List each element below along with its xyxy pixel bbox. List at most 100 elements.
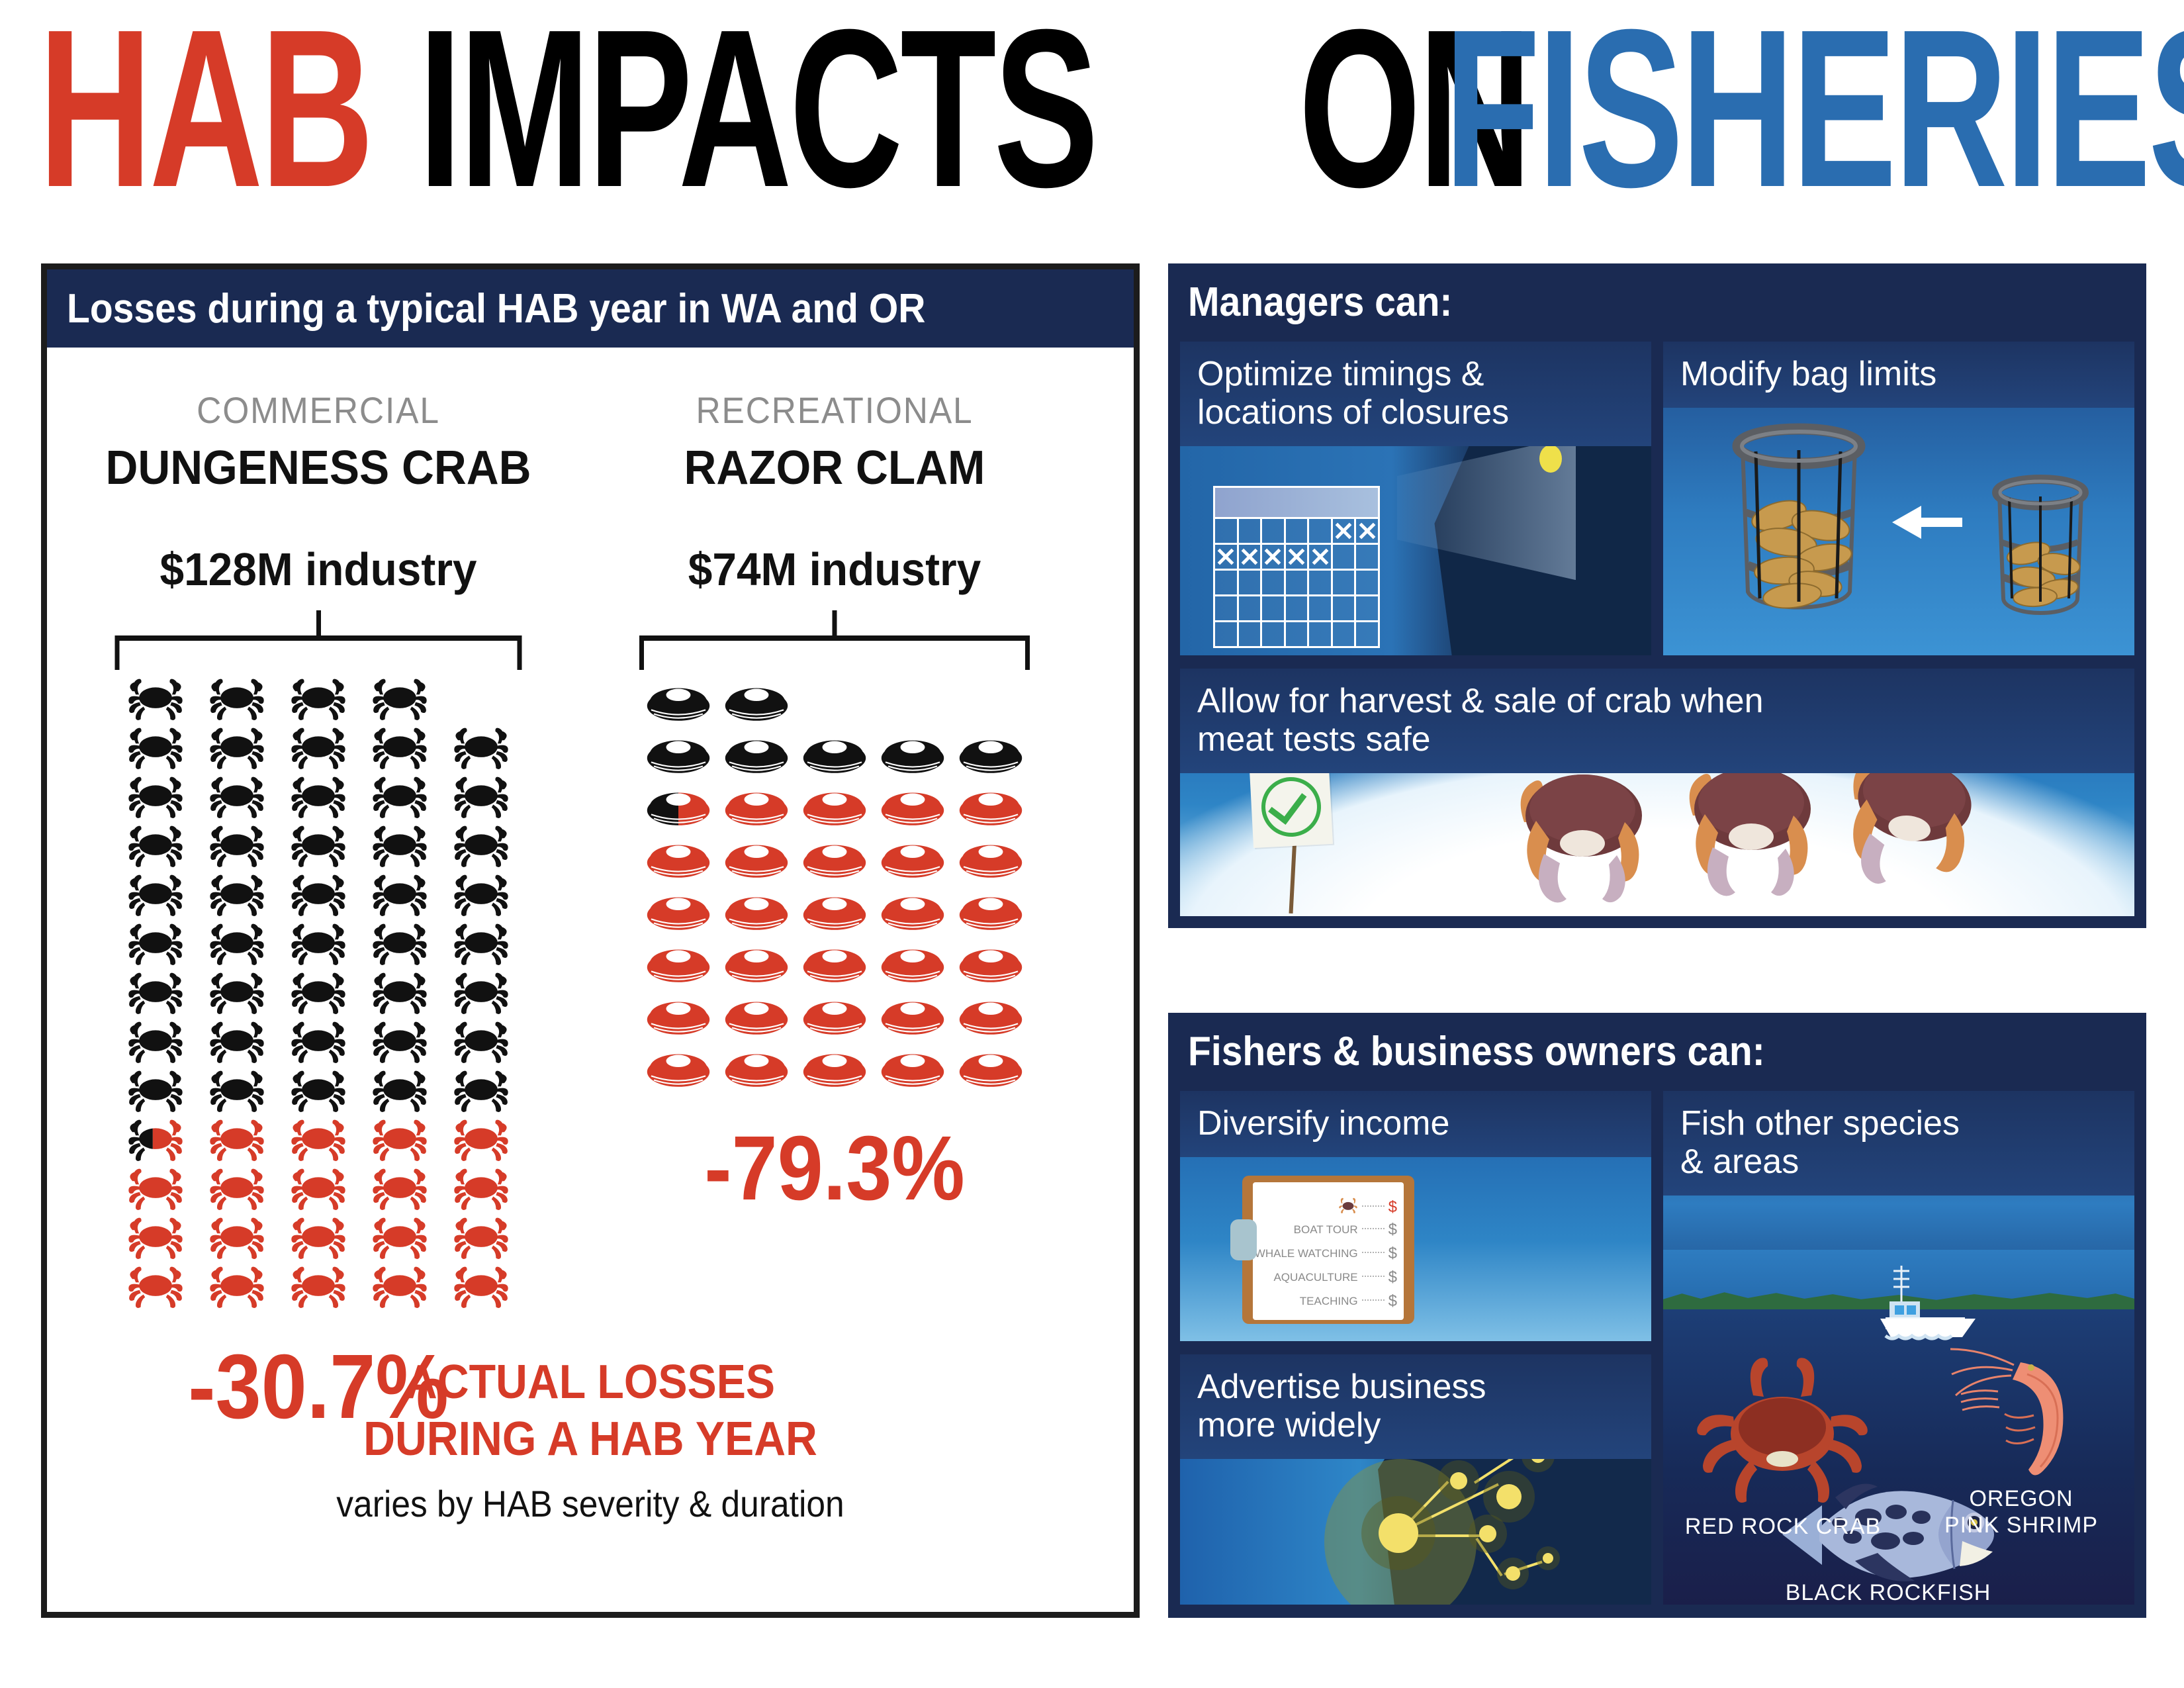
clipboard-line: AQUACULTURE $ (1273, 1268, 1397, 1287)
calendar-cell[interactable] (1332, 519, 1357, 545)
calendar-cell[interactable] (1285, 596, 1310, 622)
managers-panel-title: Managers can: (1188, 279, 1453, 325)
calendar-cell[interactable] (1285, 519, 1310, 545)
calendar-cell[interactable] (1309, 622, 1333, 646)
calendar-cell[interactable] (1356, 545, 1379, 571)
pictogram-cell (441, 1262, 522, 1311)
pictogram-cell (278, 1262, 359, 1311)
calendar-cell[interactable] (1215, 545, 1239, 571)
calendar-cell[interactable] (1356, 571, 1379, 596)
pictogram-cell (796, 726, 874, 778)
calendar-cell[interactable] (1332, 596, 1357, 622)
calendar-cell[interactable] (1262, 622, 1286, 646)
calendar-cell[interactable] (1215, 596, 1239, 622)
calendar-cell[interactable] (1285, 545, 1310, 571)
calendar-cell[interactable] (1332, 571, 1357, 596)
calendar-cell[interactable] (1215, 519, 1239, 545)
calendar-cell[interactable] (1356, 519, 1379, 545)
pictogram-cell (359, 1262, 441, 1311)
pictogram-cell (952, 726, 1030, 778)
pictogram-cell (441, 1213, 522, 1262)
card-optimize-closures[interactable]: Optimize timings & locations of closures (1180, 342, 1651, 655)
calendar-cell[interactable] (1238, 596, 1263, 622)
calendar-row (1215, 519, 1379, 545)
calendar-cell[interactable] (1309, 545, 1333, 571)
pictogram-cell (441, 1066, 522, 1115)
card-optimize-caption: Optimize timings & locations of closures (1180, 342, 1651, 446)
losses-panel-body: COMMERCIAL DUNGENESS CRAB $128M industry (47, 348, 1134, 1612)
calendar-cell[interactable] (1332, 622, 1357, 646)
calendar-cell[interactable] (1309, 519, 1333, 545)
pictogram-cell (796, 778, 874, 831)
calendar-cell[interactable] (1238, 622, 1263, 646)
calendar-cell[interactable] (1356, 596, 1379, 622)
pictogram-cell (278, 919, 359, 968)
pictogram-cell (717, 935, 796, 988)
pictogram-cell (278, 968, 359, 1017)
pictogram-cell (197, 821, 278, 870)
calendar-cell[interactable] (1262, 545, 1286, 571)
clam-bracket (576, 610, 1093, 670)
card-allow-harvest[interactable]: Allow for harvest & sale of crab when mea… (1180, 669, 2134, 916)
pictogram-cell (197, 674, 278, 723)
pictogram-cell (441, 1164, 522, 1213)
calendar-cell[interactable] (1215, 571, 1239, 596)
calendar-cell[interactable] (1309, 571, 1333, 596)
network-node (1496, 1484, 1522, 1509)
card-advertise-business[interactable]: Advertise business more widely (1180, 1354, 1651, 1605)
pictogram-cell (717, 831, 796, 883)
pictogram-cell (197, 1213, 278, 1262)
calendar-cell[interactable] (1285, 622, 1310, 646)
pictogram-cell (359, 919, 441, 968)
pictogram-cell (115, 1115, 197, 1164)
calendar-cell[interactable] (1238, 519, 1263, 545)
clam-species-label: RAZOR CLAM (684, 442, 985, 494)
pictogram-cell (874, 883, 952, 935)
calendar-cell[interactable] (1332, 545, 1357, 571)
calendar-cell[interactable] (1238, 545, 1263, 571)
black-rockfish-icon (1782, 1483, 1994, 1581)
crab-loss-percent: -30.7% (188, 1336, 449, 1438)
pictogram-cell (359, 1115, 441, 1164)
pictogram-cell (115, 1164, 197, 1213)
pictogram-cell (115, 821, 197, 870)
pictogram-cell (796, 831, 874, 883)
pictogram-cell (115, 1066, 197, 1115)
calendar-cell[interactable] (1215, 622, 1239, 646)
calendar-cell[interactable] (1285, 571, 1310, 596)
calendar-cell[interactable] (1309, 596, 1333, 622)
pictogram-cell (115, 1213, 197, 1262)
clam-pictogram-grid (639, 674, 1030, 1092)
card-diversify-caption: Diversify income (1180, 1091, 1651, 1157)
crab-bracket (67, 610, 570, 670)
pictogram-cell (278, 1017, 359, 1066)
pictogram-cell (115, 1262, 197, 1311)
card-advertise-caption: Advertise business more widely (1180, 1354, 1651, 1459)
clipboard-line: TEACHING $ (1300, 1292, 1397, 1311)
pictogram-cell (952, 778, 1030, 831)
pictogram-cell (359, 1164, 441, 1213)
card-modify-bag-limits[interactable]: Modify bag limits (1663, 342, 2134, 655)
card-fish-other-species[interactable]: Fish other species & areas (1663, 1091, 2134, 1605)
ice-bed-shape (1180, 763, 2134, 916)
pictogram-cell (115, 968, 197, 1017)
title-word-on: ON (1298, 0, 1532, 234)
calendar-cell[interactable] (1238, 571, 1263, 596)
card-harvest-caption: Allow for harvest & sale of crab when mea… (1180, 669, 2134, 773)
calendar-cell[interactable] (1356, 622, 1379, 646)
species-label-red-rock-crab: RED ROCK CRAB (1684, 1514, 1882, 1539)
pictogram-cell (717, 1040, 796, 1092)
calendar-cell[interactable] (1262, 596, 1286, 622)
crab-pictogram-grid (115, 674, 522, 1311)
recreational-clam-column: RECREATIONAL RAZOR CLAM $74M industry (576, 348, 1093, 1221)
calendar-cell[interactable] (1262, 519, 1286, 545)
pictogram-cell (278, 821, 359, 870)
commercial-crab-column: COMMERCIAL DUNGENESS CRAB $128M industry (67, 348, 570, 1440)
clipboard-paper: $ BOAT TOUR $ WHALE WATCHING $ AQUACULTURE… (1253, 1182, 1404, 1320)
pictogram-cell (952, 883, 1030, 935)
crab-category-label: COMMERCIAL (197, 389, 440, 431)
card-diversify-income[interactable]: Diversify income $ BOAT TOUR $ WHALE WATC… (1180, 1091, 1651, 1341)
title-word-hab: HAB (38, 0, 374, 234)
calendar-cell[interactable] (1262, 571, 1286, 596)
calendar-row (1215, 596, 1379, 622)
